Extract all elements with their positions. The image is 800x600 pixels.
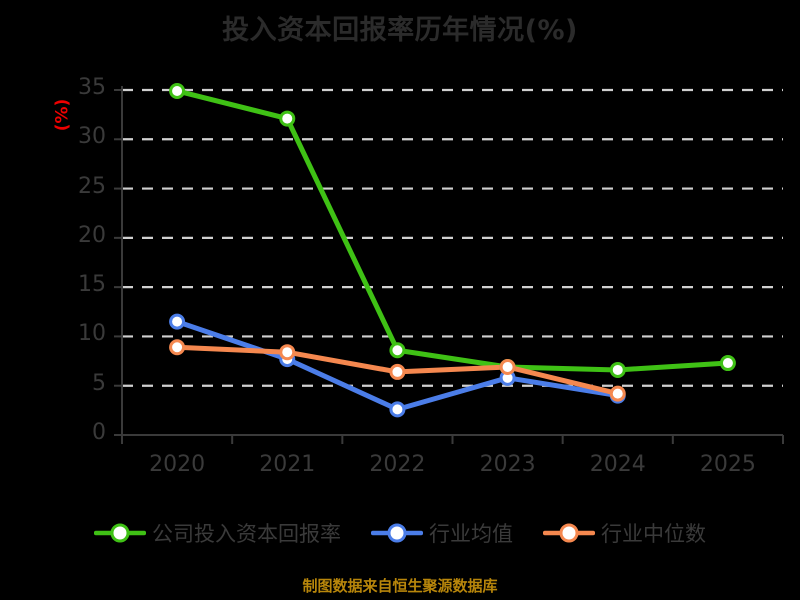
data-point-marker [609, 385, 626, 402]
data-point-marker [169, 313, 186, 330]
legend-label: 公司投入资本回报率 [152, 522, 341, 546]
legend-dot [110, 523, 130, 543]
axes-group [114, 86, 784, 444]
data-point-marker [499, 358, 516, 375]
y-tick-label: 5 [92, 370, 106, 396]
data-point-marker [279, 344, 296, 361]
y-tick-label: 10 [78, 321, 106, 347]
series-markers-group [169, 82, 736, 418]
x-tick-label-2022: 2022 [369, 452, 426, 477]
legend-label: 行业中位数 [601, 522, 706, 546]
x-tick-label-2023: 2023 [479, 452, 536, 477]
y-tick-label: 35 [78, 75, 106, 100]
legend-dot [387, 523, 407, 543]
legend-marker-icon [371, 523, 423, 543]
y-tick-label: 25 [78, 173, 106, 199]
x-tick-label-2025: 2025 [699, 452, 756, 477]
data-point-marker [169, 82, 186, 99]
y-tick-label: 15 [78, 272, 106, 298]
y-tick-label: 30 [78, 124, 106, 150]
y-tick-label: 0 [92, 420, 106, 445]
x-tick-label-2024: 2024 [589, 452, 646, 477]
data-point-marker [169, 339, 186, 356]
legend-item-0[interactable]: 公司投入资本回报率 [94, 518, 341, 548]
legend-marker-icon [543, 523, 595, 543]
x-tick-label-2020: 2020 [149, 452, 206, 477]
y-tick-label: 20 [78, 222, 106, 248]
data-point-marker [389, 401, 406, 418]
legend-label: 行业均值 [429, 522, 513, 546]
data-point-marker [389, 342, 406, 359]
data-point-marker [719, 355, 736, 372]
data-point-marker [389, 363, 406, 380]
legend-dot [559, 523, 579, 543]
chart-legend: 公司投入资本回报率 行业均值 行业中位数 [0, 518, 800, 548]
source-note: 制图数据来自恒生聚源数据库 [302, 577, 498, 595]
data-point-marker [609, 361, 626, 378]
page-title: 投入资本回报率历年情况(%) [222, 15, 578, 46]
x-tick-label-2021: 2021 [259, 452, 316, 477]
data-point-marker [279, 110, 296, 127]
series-line [174, 88, 731, 373]
legend-item-2[interactable]: 行业中位数 [543, 518, 706, 548]
legend-item-1[interactable]: 行业均值 [371, 518, 513, 548]
legend-marker-icon [94, 523, 146, 543]
gridlines-group [122, 88, 783, 387]
